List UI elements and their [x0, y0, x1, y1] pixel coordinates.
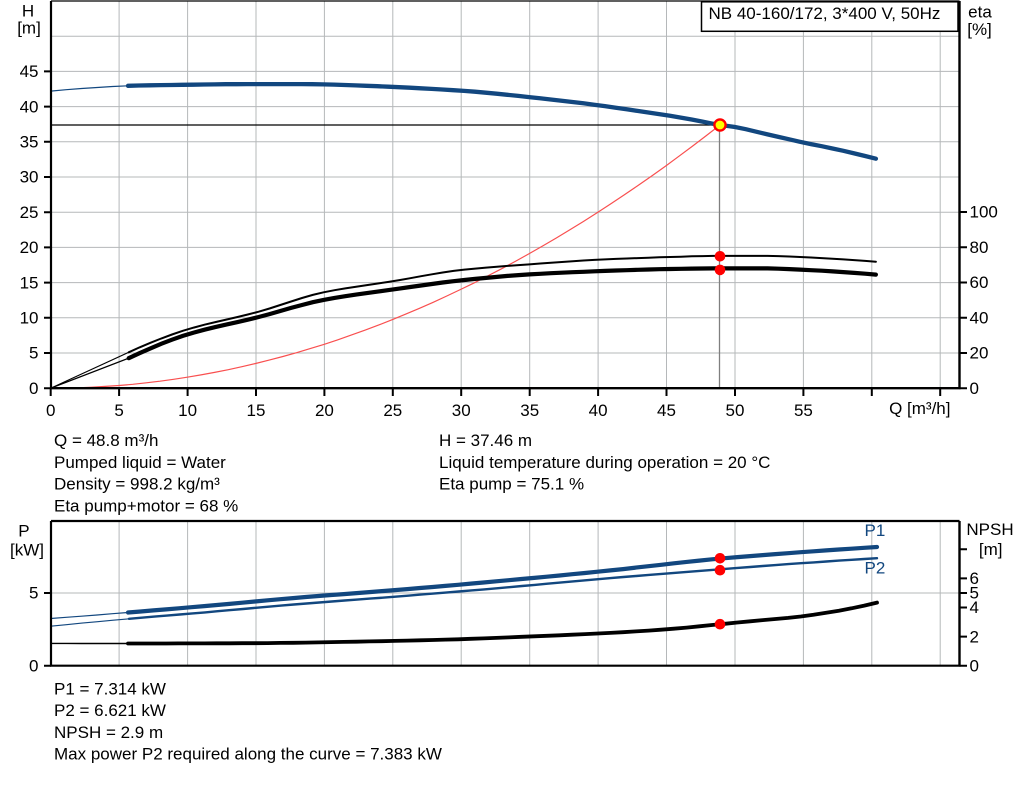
svg-text:20: 20 [970, 344, 989, 363]
svg-text:55: 55 [794, 401, 813, 420]
svg-text:100: 100 [970, 203, 998, 222]
svg-text:[m]: [m] [17, 19, 41, 38]
svg-text:20: 20 [20, 238, 39, 257]
svg-text:45: 45 [20, 62, 39, 81]
svg-text:Pumped liquid = Water: Pumped liquid = Water [54, 453, 226, 472]
svg-text:0: 0 [970, 379, 979, 398]
svg-text:P2: P2 [865, 559, 886, 578]
svg-text:P1: P1 [865, 521, 886, 540]
svg-text:P1 = 7.314 kW: P1 = 7.314 kW [54, 680, 166, 699]
svg-text:5: 5 [29, 584, 38, 603]
svg-text:15: 15 [247, 401, 266, 420]
svg-text:5: 5 [29, 344, 38, 363]
svg-text:40: 40 [589, 401, 608, 420]
svg-text:20: 20 [315, 401, 334, 420]
svg-text:Density = 998.2 kg/m³: Density = 998.2 kg/m³ [54, 475, 220, 494]
svg-text:35: 35 [520, 401, 539, 420]
svg-text:0: 0 [46, 401, 55, 420]
svg-text:5: 5 [114, 401, 123, 420]
svg-text:2: 2 [970, 627, 979, 646]
svg-text:NPSH = 2.9 m: NPSH = 2.9 m [54, 723, 163, 742]
svg-text:0: 0 [29, 379, 38, 398]
svg-text:0: 0 [29, 656, 38, 675]
svg-text:25: 25 [20, 203, 39, 222]
svg-text:4: 4 [970, 598, 979, 617]
svg-text:[m]: [m] [979, 540, 1003, 559]
svg-text:Liquid temperature during oper: Liquid temperature during operation = 20… [439, 453, 770, 472]
svg-text:0: 0 [970, 656, 979, 675]
svg-text:25: 25 [383, 401, 402, 420]
svg-text:6: 6 [970, 569, 979, 588]
svg-text:50: 50 [726, 401, 745, 420]
svg-text:H: H [22, 2, 34, 21]
svg-text:35: 35 [20, 133, 39, 152]
svg-text:Eta pump+motor = 68 %: Eta pump+motor = 68 % [54, 496, 238, 515]
svg-text:30: 30 [452, 401, 471, 420]
svg-text:NPSH: NPSH [966, 520, 1013, 539]
svg-text:80: 80 [970, 238, 989, 257]
svg-text:[kW]: [kW] [10, 541, 44, 560]
svg-text:[%]: [%] [967, 20, 992, 39]
svg-text:40: 40 [20, 97, 39, 116]
svg-text:10: 10 [20, 309, 39, 328]
svg-text:5: 5 [970, 584, 979, 603]
svg-text:45: 45 [657, 401, 676, 420]
svg-text:H = 37.46 m: H = 37.46 m [439, 431, 532, 450]
svg-text:Q = 48.8 m³/h: Q = 48.8 m³/h [54, 431, 158, 450]
svg-text:P: P [18, 522, 29, 541]
svg-text:15: 15 [20, 273, 39, 292]
svg-text:Q [m³/h]: Q [m³/h] [889, 399, 950, 418]
svg-text:30: 30 [20, 168, 39, 187]
svg-text:Eta pump = 75.1 %: Eta pump = 75.1 % [439, 475, 584, 494]
svg-text:NB 40-160/172, 3*400 V, 50Hz: NB 40-160/172, 3*400 V, 50Hz [709, 4, 941, 23]
svg-text:60: 60 [970, 273, 989, 292]
svg-text:P2 = 6.621 kW: P2 = 6.621 kW [54, 701, 166, 720]
svg-text:10: 10 [178, 401, 197, 420]
svg-text:eta: eta [968, 3, 992, 22]
svg-text:Max power P2 required along th: Max power P2 required along the curve = … [54, 745, 442, 764]
svg-text:40: 40 [970, 308, 989, 327]
